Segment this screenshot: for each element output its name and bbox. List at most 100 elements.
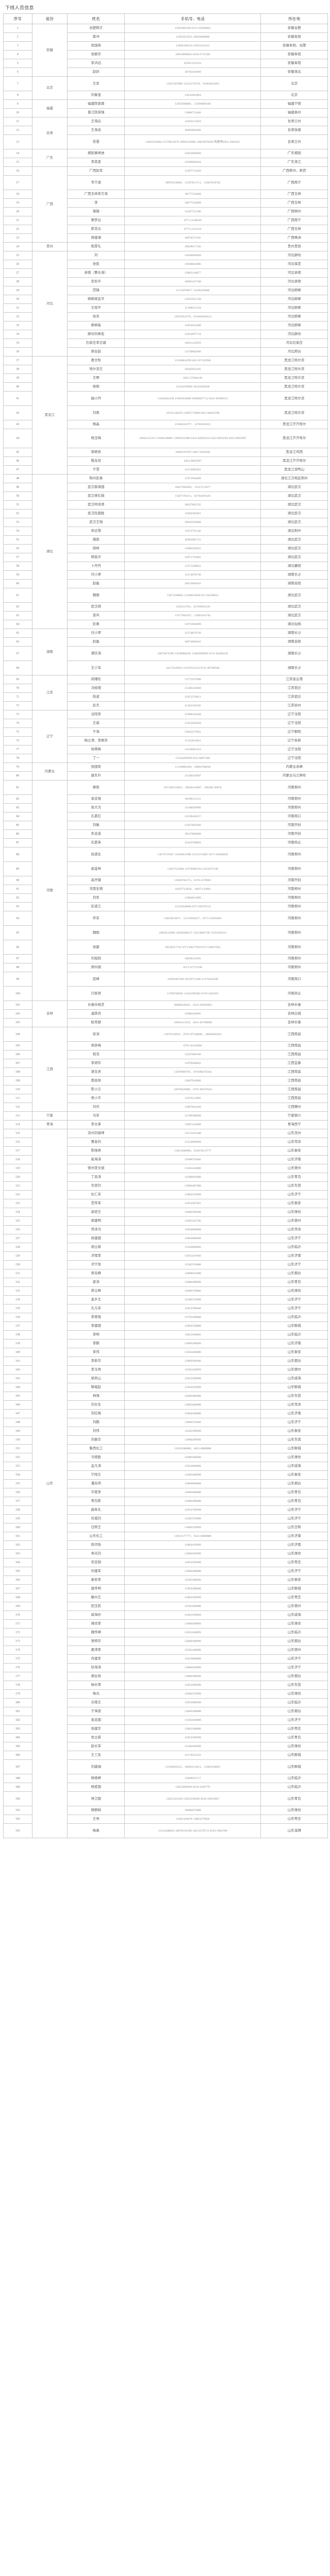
cell-phone: 13963538888 [124,1321,261,1331]
cell-name: 武汉阮国胜 [67,509,125,518]
cell-serial-number: 50 [3,492,32,501]
cell-name: 闫发祥 [67,986,125,1001]
cell-phone: 13305445888 [124,1164,261,1173]
table-row: 78 丁一 15524485699 024-24807380 辽宁沈阳 [3,754,328,763]
cell-phone: 13700708383 13343708383 0370-2281067 [124,986,261,1001]
cell-phone: 15162182582 [124,701,261,710]
cell-phone: 18537806009 [124,829,261,839]
cell-name: 赵磊 [67,579,125,588]
table-row: 159 任城刘 13505378888 山东济宁 [3,1514,328,1523]
cell-phone: 13955885566 0551-65628001 [124,24,261,33]
cell-phone: 13906368888 [124,1453,261,1462]
cell-name: 林卫国 [67,1791,125,1806]
cell-name: 山东化工 [67,1532,125,1541]
table-row: 90 高开健 13603782573、0378-2578905 河南开封 [3,876,328,885]
cell-serial-number: 72 [3,701,32,710]
table-row: 121 东营刘 13806465998 山东东营 [3,1181,328,1191]
cell-serial-number: 87 [3,838,32,848]
cell-name: 黄梦云 [67,216,125,225]
cell-location: 广东湛江 [260,158,328,167]
cell-name: 杨晶 [67,420,125,429]
cell-serial-number: 40 [3,382,32,392]
cell-phone: 15574696301 [124,465,261,474]
table-row: 129 济南李 13953107666 山东济南 [3,1251,328,1261]
cell-phone: 15033054379、031060266523 [124,312,261,321]
cell-name: 李鹏 [67,1339,125,1348]
cell-phone: 13811003904 [124,91,261,100]
cell-location: 山东枣庄 [260,1558,328,1567]
cell-location: 青海西宁 [260,1120,328,1129]
cell-location: 宁夏银川 [260,1111,328,1121]
cell-location: 河北邯郸 [260,286,328,295]
cell-phone: 13954089888 [124,1225,261,1234]
cell-location: 北京 [260,76,328,91]
cell-location: 河北承德 [260,277,328,286]
cell-name: 刘兵 [67,1103,125,1112]
cell-serial-number: 126 [3,1225,32,1234]
cell-serial-number: 186 [3,1751,32,1760]
cell-name: 荆州彭勇 [67,474,125,483]
cell-location: 江苏宿迁 [260,684,328,693]
cell-name: 耿秀颖 [67,1018,125,1027]
cell-serial-number: 13 [3,134,32,149]
cell-serial-number: 169 [3,1602,32,1611]
table-row: 37 黑龙江 葛文秋 15104664299 0451-87162948 黑龙江哈尔滨 [3,356,328,474]
cell-phone: 13906489999 [124,1435,261,1445]
cell-location: 江苏宿迁 [260,692,328,702]
cell-location: 山东济宁 [260,1567,328,1576]
cell-serial-number: 174 [3,1646,32,1655]
cell-phone: 13574870730 [124,570,261,580]
cell-location: 山东聊城 [260,1444,328,1453]
cell-serial-number: 45 [3,448,32,457]
cell-phone: 13277965937、13995561782 [124,611,261,620]
cell-serial-number: 30 [3,295,32,304]
table-row: 6 赵跃 18705616060 安徽淮北 [3,67,328,77]
cell-name: 高密王 [67,1208,125,1217]
cell-location: 山东临沂 [260,1628,328,1637]
cell-name: 邢台赵 [67,347,125,357]
cell-serial-number: 49 [3,483,32,492]
cell-name: 平度李 [67,1488,125,1497]
cell-location: 湖北武汉 [260,500,328,510]
table-row: 76 杨立清、李丽芳 15141814021 辽宁阜新 [3,736,328,745]
table-row: 115 山东 滨州刘振坤 13515431288 山东滨州 [3,1129,328,1838]
cell-name: 韦宁波 [67,175,125,190]
cell-name: 于雪 [67,465,125,474]
cell-name: 史凯平 [67,277,125,286]
cell-location: 山东青岛 [260,1791,328,1806]
table-row: 53 武汉王强 18942932868 湖北武汉 [3,518,328,527]
cell-location: 河南郑州 [260,780,328,795]
cell-name: 寿光刘 [67,1549,125,1558]
cell-phone: 13805468888 [124,1400,261,1410]
cell-name: 高金林 [67,861,125,876]
table-row: 20 谢雄 13297721386 广西柳州 [3,207,328,216]
table-row: 64 彭勇 15971994999 湖北仙桃 [3,620,328,629]
cell-name: 潍坊李 [67,1619,125,1629]
cell-serial-number: 3 [3,41,32,50]
table-row: 91 河南生物 18567713829、18037132063 河南郑州 [3,885,328,894]
table-row: 119 德州李文斌 13305445888 山东德州 [3,1164,328,1173]
cell-serial-number: 184 [3,1733,32,1742]
table-row: 132 姜涛 13906388999 山东青岛 [3,1278,328,1287]
table-row: 92 刘军 13903813090 河南郑州 [3,893,328,903]
cell-location: 山东聊城 [260,1584,328,1594]
cell-location: 山东泰安 [260,1470,328,1480]
cell-name: 晋江陈荣强 [67,108,125,117]
table-row: 108 谌生虎 13970086787、079188270504 江西南昌 [3,1067,328,1077]
cell-location: 广西南宁 [260,175,328,190]
cell-serial-number: 42 [3,405,32,420]
table-row: 171 潍坊李 13606368899 山东潍坊 [3,1619,328,1629]
cell-name: 陈厚礼 [67,242,125,251]
cell-phone: 13839487930 18539711386 13176445299 [124,972,261,987]
cell-location: 山东聊城 [260,1759,328,1774]
table-row: 116 曹县刘 13153090999 山东菏泽 [3,1138,328,1147]
cell-phone: 13953299999 [124,1733,261,1742]
cell-location: 安徽阜阳 [260,50,328,59]
cell-name: 武汉王强 [67,518,125,527]
cell-phone: 13971500894 13100618836 027-84599021 [124,588,261,603]
cell-phone: 15972751146 [124,527,261,536]
cell-location: 河南郑州 [260,893,328,903]
cell-serial-number: 179 [3,1689,32,1699]
cell-location: 山东德州 [260,1602,328,1611]
cell-location: 山东济南 [260,1155,328,1164]
